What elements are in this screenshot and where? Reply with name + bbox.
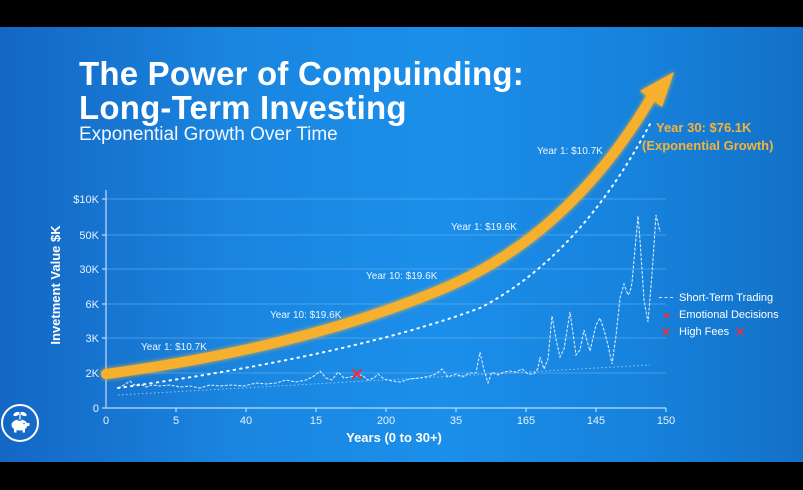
high-fees-marker-icon	[351, 368, 363, 380]
piggy-bank-sprout-icon	[1, 404, 39, 442]
x-tick-label: 145	[587, 415, 605, 427]
y-tick-label: 0	[93, 403, 99, 415]
growth-scatter-dots	[117, 123, 651, 389]
annotation-label: Year 10: $19.6K	[270, 310, 342, 321]
final-value-label: Year 30: $76.1K	[656, 120, 752, 135]
long-term-growth-curve	[101, 72, 674, 379]
legend-label: Emotional Decisions	[679, 308, 779, 321]
growth-arrowhead-icon	[640, 72, 674, 107]
baseline-dotted-line	[117, 364, 651, 396]
final-value-sublabel: (Exponential Growth)	[642, 138, 773, 153]
annotation-label: Year 1: $10.7K	[141, 342, 207, 353]
red-dot-icon	[657, 309, 675, 321]
y-tick-label: $10K	[73, 194, 99, 206]
y-tick-label: 3K	[86, 333, 100, 345]
legend-item-short-term-trading: Short-Term Trading	[657, 289, 779, 306]
chart-legend: Short-Term Trading Emotional Decisions ✕…	[657, 289, 779, 340]
red-x-icon: ✕	[660, 324, 672, 339]
red-x-icon: ✕	[735, 324, 746, 339]
x-tick-label: 200	[377, 415, 395, 427]
x-axis-title: Years (0 to 30+)	[346, 430, 442, 445]
slide: The Power of Compuinding: Long-Term Inve…	[0, 27, 803, 462]
x-tick-label: 150	[657, 415, 675, 427]
x-tick-label: 5	[173, 415, 179, 427]
page-subtitle: Exponential Growth Over Time	[79, 124, 338, 145]
growth-chart: $10K 50K 30K 6K 3K 2K 0 0 5 40 15 200 35…	[48, 72, 773, 445]
y-axis-title: Invetment Value $K	[48, 225, 63, 345]
y-tick-label: 6K	[86, 299, 100, 311]
x-tick-label: 35	[450, 415, 462, 427]
dashed-line-icon	[657, 292, 675, 304]
annotation-label: Year 1: $19.6K	[451, 222, 517, 233]
x-tick-label: 0	[103, 415, 109, 427]
x-tick-label: 40	[240, 415, 252, 427]
page-title: The Power of Compuinding: Long-Term Inve…	[79, 57, 524, 125]
short-term-trading-line	[117, 214, 661, 389]
annotation-label: Year 1: $10.7K	[537, 146, 603, 157]
y-tick-label: 50K	[79, 230, 99, 242]
title-line-2: Long-Term Investing	[79, 89, 407, 126]
axes	[102, 190, 667, 412]
y-tick-label: 30K	[79, 264, 99, 276]
x-tick-label: 165	[517, 415, 535, 427]
y-tick-label: 2K	[86, 368, 100, 380]
legend-item-high-fees: ✕ High Fees ✕	[657, 323, 779, 340]
title-line-1: The Power of Compuinding:	[79, 55, 524, 92]
legend-label: Short-Term Trading	[679, 291, 774, 304]
legend-label: High Fees	[679, 325, 730, 338]
legend-item-emotional-decisions: Emotional Decisions	[657, 306, 779, 323]
annotation-label: Year 10: $19.6K	[366, 271, 438, 282]
x-tick-label: 15	[310, 415, 322, 427]
x-tick-labels: 0 5 40 15 200 35 165 145 150	[103, 415, 675, 427]
y-tick-labels: $10K 50K 30K 6K 3K 2K 0	[73, 194, 99, 415]
